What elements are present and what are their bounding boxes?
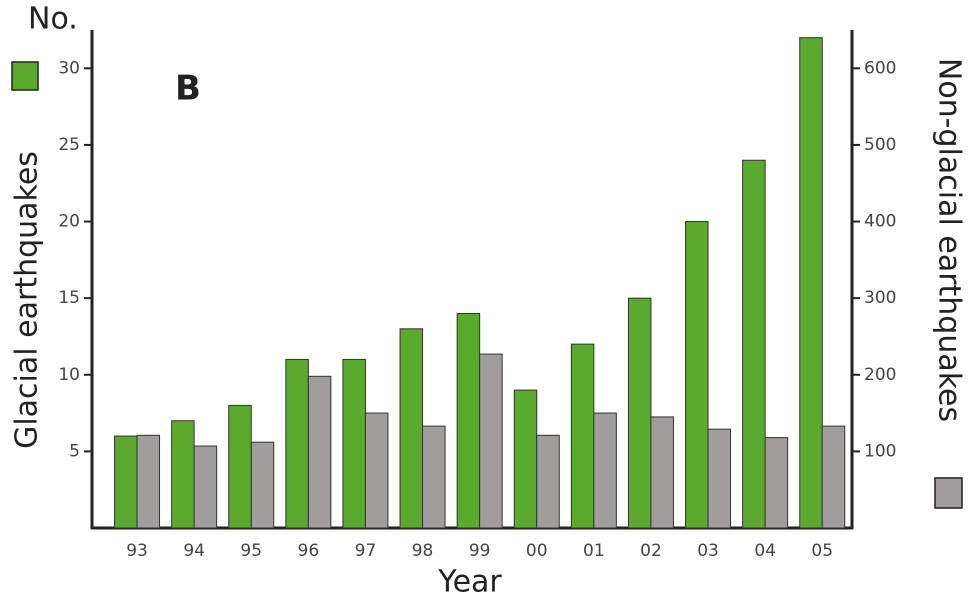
bar — [536, 434, 560, 529]
bar — [821, 425, 846, 529]
x-tick-label: 94 — [183, 541, 205, 561]
y-tick-label: 30 — [58, 58, 80, 78]
y2-tick-label: 500 — [864, 135, 896, 155]
x-tick-label: 04 — [754, 541, 776, 561]
bar — [136, 434, 161, 529]
y-tick-label: 20 — [58, 212, 80, 232]
y2-tick-label: 600 — [864, 58, 896, 78]
x-tick-label: 03 — [697, 541, 719, 561]
y-tick-label: 25 — [58, 135, 80, 155]
bar — [307, 375, 332, 529]
bar — [742, 159, 766, 529]
bar — [285, 358, 309, 529]
x-tick-label: 05 — [811, 541, 833, 561]
legend-swatch — [934, 477, 963, 509]
bar — [228, 404, 252, 529]
bar — [114, 435, 138, 529]
bar — [513, 389, 538, 529]
bar — [250, 441, 275, 529]
y-tick-label: 15 — [58, 288, 80, 308]
x-axis-label: Year — [437, 565, 502, 600]
x-tick-label: 00 — [526, 541, 548, 561]
y2-tick-label: 100 — [864, 441, 896, 461]
panel-label: B — [175, 69, 201, 109]
bar — [593, 412, 617, 529]
bar — [570, 343, 595, 529]
x-tick-label: 96 — [298, 541, 320, 561]
legend-swatch — [11, 61, 39, 91]
x-tick-label: 02 — [640, 541, 662, 561]
bar — [650, 416, 674, 529]
bar — [422, 425, 446, 529]
x-tick-label: 97 — [355, 541, 377, 561]
x-tick-label: 93 — [126, 541, 148, 561]
x-tick-label: 99 — [469, 541, 491, 561]
right-axis-label: Non-glacial earthquakes — [932, 58, 967, 422]
bar — [193, 445, 218, 529]
bar — [171, 420, 195, 529]
x-tick-label: 98 — [412, 541, 434, 561]
x-tick-label: 95 — [240, 541, 262, 561]
y-tick-label: 10 — [58, 365, 80, 385]
bar — [456, 312, 481, 529]
bar — [364, 412, 389, 529]
y2-tick-label: 200 — [864, 365, 896, 385]
left-axis-label: Glacial earthquakes — [10, 151, 45, 449]
bar — [764, 437, 789, 529]
bar — [399, 328, 424, 529]
x-tick-label: 01 — [583, 541, 605, 561]
bar — [342, 358, 366, 529]
y2-tick-label: 300 — [864, 288, 896, 308]
bar — [627, 297, 652, 529]
bar — [707, 428, 732, 529]
bar — [479, 353, 503, 529]
y2-tick-label: 400 — [864, 212, 896, 232]
y-axis-title: No. — [28, 2, 78, 37]
bar — [685, 221, 709, 529]
bar — [799, 37, 823, 529]
y-tick-label: 5 — [69, 441, 80, 461]
